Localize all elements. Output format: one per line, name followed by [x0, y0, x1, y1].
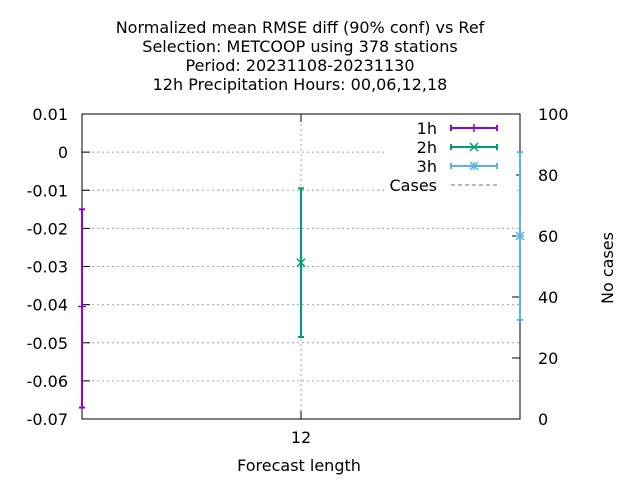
y2-tick-label: 100	[538, 105, 569, 124]
y-tick-label: 0	[58, 143, 68, 162]
title-line-3: Period: 20231108-20231130	[185, 56, 414, 75]
y-axis-ticks: 0.01 0 -0.01 -0.02 -0.03 -0.04 -0.05 -0.06 -0.07	[27, 105, 90, 429]
legend-label-cases: Cases	[390, 176, 438, 195]
series-3h	[515, 151, 525, 321]
y2-tick-label: 80	[538, 166, 558, 185]
x-axis-ticks: 12	[291, 114, 311, 447]
title-line-1: Normalized mean RMSE diff (90% conf) vs …	[116, 18, 485, 37]
y-tick-label: -0.06	[27, 372, 68, 391]
y-tick-label: 0.01	[32, 105, 68, 124]
legend-label-1h: 1h	[417, 119, 437, 138]
x-tick-label: 12	[291, 428, 311, 447]
y2-tick-label: 40	[538, 288, 558, 307]
y-tick-label: -0.01	[27, 181, 68, 200]
legend-marker-3h	[469, 161, 479, 171]
y-tick-label: -0.03	[27, 258, 68, 277]
x-axis-label: Forecast length	[237, 456, 361, 475]
y-tick-label: -0.07	[27, 410, 68, 429]
series-layer	[78, 151, 525, 409]
data-point-marker	[296, 258, 306, 268]
title-line-4: 12h Precipitation Hours: 00,06,12,18	[153, 75, 448, 94]
y2-tick-label: 20	[538, 349, 558, 368]
y-tick-label: -0.05	[27, 334, 68, 353]
y-tick-label: -0.04	[27, 296, 68, 315]
legend-label-2h: 2h	[417, 138, 437, 157]
data-point-marker	[515, 231, 525, 241]
y-tick-label: -0.02	[27, 219, 68, 238]
y2-tick-label: 0	[538, 410, 548, 429]
y2-axis-label: No cases	[598, 232, 617, 304]
legend-marker-2h	[469, 142, 479, 152]
y2-tick-label: 60	[538, 227, 558, 246]
title-line-2: Selection: METCOOP using 378 stations	[142, 37, 457, 56]
legend-label-3h: 3h	[417, 157, 437, 176]
series-1h	[78, 208, 86, 409]
title-block: Normalized mean RMSE diff (90% conf) vs …	[116, 18, 485, 94]
series-2h	[296, 187, 306, 339]
